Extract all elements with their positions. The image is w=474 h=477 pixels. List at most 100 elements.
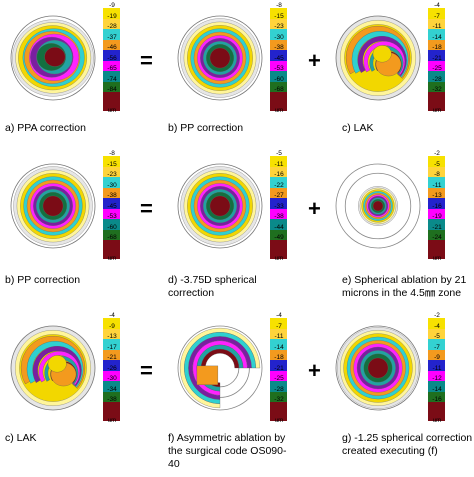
topography-panel: -4 -9 -13 -17 -21 -26 -30 -34 -38 um	[3, 312, 133, 427]
scale-swatch	[103, 18, 120, 29]
caption-line: b) PP correction	[168, 122, 244, 134]
scale-tick-label: -16	[432, 202, 442, 210]
scale-tick-label: -44	[274, 223, 284, 231]
scale-tick-label: -32	[432, 86, 442, 93]
scale-tick-label: -38	[107, 396, 117, 403]
caption-line: d) -3.75D spherical	[168, 274, 257, 286]
scale-swatch	[428, 71, 445, 82]
corneal-map	[10, 163, 96, 249]
scale-tick-label: -7	[434, 343, 440, 351]
scale-swatch	[270, 208, 287, 219]
scale-swatch	[270, 102, 287, 111]
caption-line: f) Asymmetric ablation by	[168, 432, 286, 444]
scale-swatch	[103, 219, 120, 230]
scale-tick-label: -68	[274, 86, 284, 93]
scale-swatch	[103, 50, 120, 61]
scale-tick-label: -19	[432, 213, 442, 220]
scale-unit: um	[432, 418, 442, 424]
scale-tick-label: -21	[432, 54, 442, 62]
color-scale: -2 -5 -8 -11 -13 -16 -19 -21 -24 um	[426, 150, 448, 262]
topography-panel: -2 -5 -8 -11 -13 -16 -19 -21 -24 um	[328, 150, 458, 265]
scale-tick-label: -34	[107, 385, 117, 393]
scale-tick-label: -16	[432, 396, 442, 403]
panel-caption: g) -1.25 spherical correction created exe…	[342, 432, 472, 458]
scale-swatch	[428, 81, 445, 92]
scale-swatch	[103, 318, 120, 329]
scale-swatch	[270, 391, 287, 402]
scale-tick-label: -28	[274, 385, 284, 393]
scale-tick-label: -53	[274, 65, 284, 72]
scale-swatch	[270, 402, 287, 413]
scale-tick-label: -2	[434, 312, 440, 319]
scale-tick-label: -9	[109, 322, 115, 330]
scale-swatch	[270, 370, 287, 381]
scale-swatch	[428, 177, 445, 188]
scale-tick-label: -8	[434, 171, 440, 178]
scale-tick-label: -25	[432, 65, 442, 72]
scale-swatch	[270, 219, 287, 230]
scale-swatch	[103, 8, 120, 19]
scale-tick-label: -14	[432, 385, 442, 393]
scale-swatch	[270, 166, 287, 177]
scale-swatch	[428, 166, 445, 177]
topography-panel: -8 -15 -23 -30 -38 -45 -53 -60 -68 um	[170, 2, 300, 117]
scale-swatch	[428, 328, 445, 339]
scale-tick-label: -45	[274, 54, 284, 62]
scale-swatch	[428, 229, 445, 240]
scale-swatch	[103, 92, 120, 103]
scale-swatch	[270, 60, 287, 71]
scale-tick-label: -4	[276, 312, 282, 319]
scale-swatch	[270, 381, 287, 392]
scale-tick-label: -4	[434, 322, 440, 330]
scale-tick-label: -5	[434, 160, 440, 168]
scale-swatch	[428, 240, 445, 251]
scale-swatch	[103, 381, 120, 392]
scale-tick-label: -38	[107, 192, 117, 199]
equals-sign: =	[140, 196, 153, 221]
scale-swatch	[103, 349, 120, 360]
scale-swatch	[270, 328, 287, 339]
scale-tick-label: -13	[432, 192, 442, 199]
scale-tick-label: -56	[107, 54, 117, 62]
scale-tick-label: -30	[274, 33, 284, 41]
scale-swatch	[270, 71, 287, 82]
scale-tick-label: -22	[274, 181, 284, 189]
scale-swatch	[428, 92, 445, 103]
corneal-map	[335, 325, 421, 411]
caption-line: c) LAK	[342, 122, 374, 134]
topography-panel: -9 -19 -28 -37 -46 -56 -65 -74 -84 um	[3, 2, 133, 117]
scale-tick-label: -46	[107, 44, 117, 51]
corneal-map	[335, 163, 421, 249]
scale-tick-label: -8	[109, 150, 115, 157]
scale-unit: um	[107, 108, 117, 114]
scale-tick-label: -68	[107, 234, 117, 241]
scale-tick-label: -14	[432, 33, 442, 41]
color-scale: -9 -19 -28 -37 -46 -56 -65 -74 -84 um	[101, 2, 123, 114]
scale-swatch	[428, 402, 445, 413]
scale-tick-label: -37	[107, 33, 117, 41]
scale-tick-label: -21	[432, 223, 442, 231]
scale-swatch	[103, 102, 120, 111]
scale-tick-label: -74	[107, 75, 117, 83]
scale-swatch	[103, 391, 120, 402]
scale-swatch	[270, 18, 287, 29]
scale-swatch	[103, 60, 120, 71]
scale-swatch	[428, 39, 445, 50]
scale-swatch	[270, 339, 287, 350]
scale-swatch	[270, 156, 287, 167]
scale-tick-label: -7	[434, 12, 440, 20]
panel-caption: a) PPA correction	[5, 122, 86, 135]
scale-swatch	[428, 60, 445, 71]
scale-swatch	[103, 71, 120, 82]
scale-tick-label: -8	[276, 2, 282, 9]
scale-swatch	[428, 102, 445, 111]
scale-tick-label: -25	[274, 375, 284, 382]
caption-line: g) -1.25 spherical correction	[342, 432, 473, 444]
scale-swatch	[428, 339, 445, 350]
scale-tick-label: -23	[274, 23, 284, 30]
scale-swatch	[103, 166, 120, 177]
scale-swatch	[428, 50, 445, 61]
scale-tick-label: -11	[274, 333, 284, 340]
scale-tick-label: -12	[432, 375, 442, 382]
